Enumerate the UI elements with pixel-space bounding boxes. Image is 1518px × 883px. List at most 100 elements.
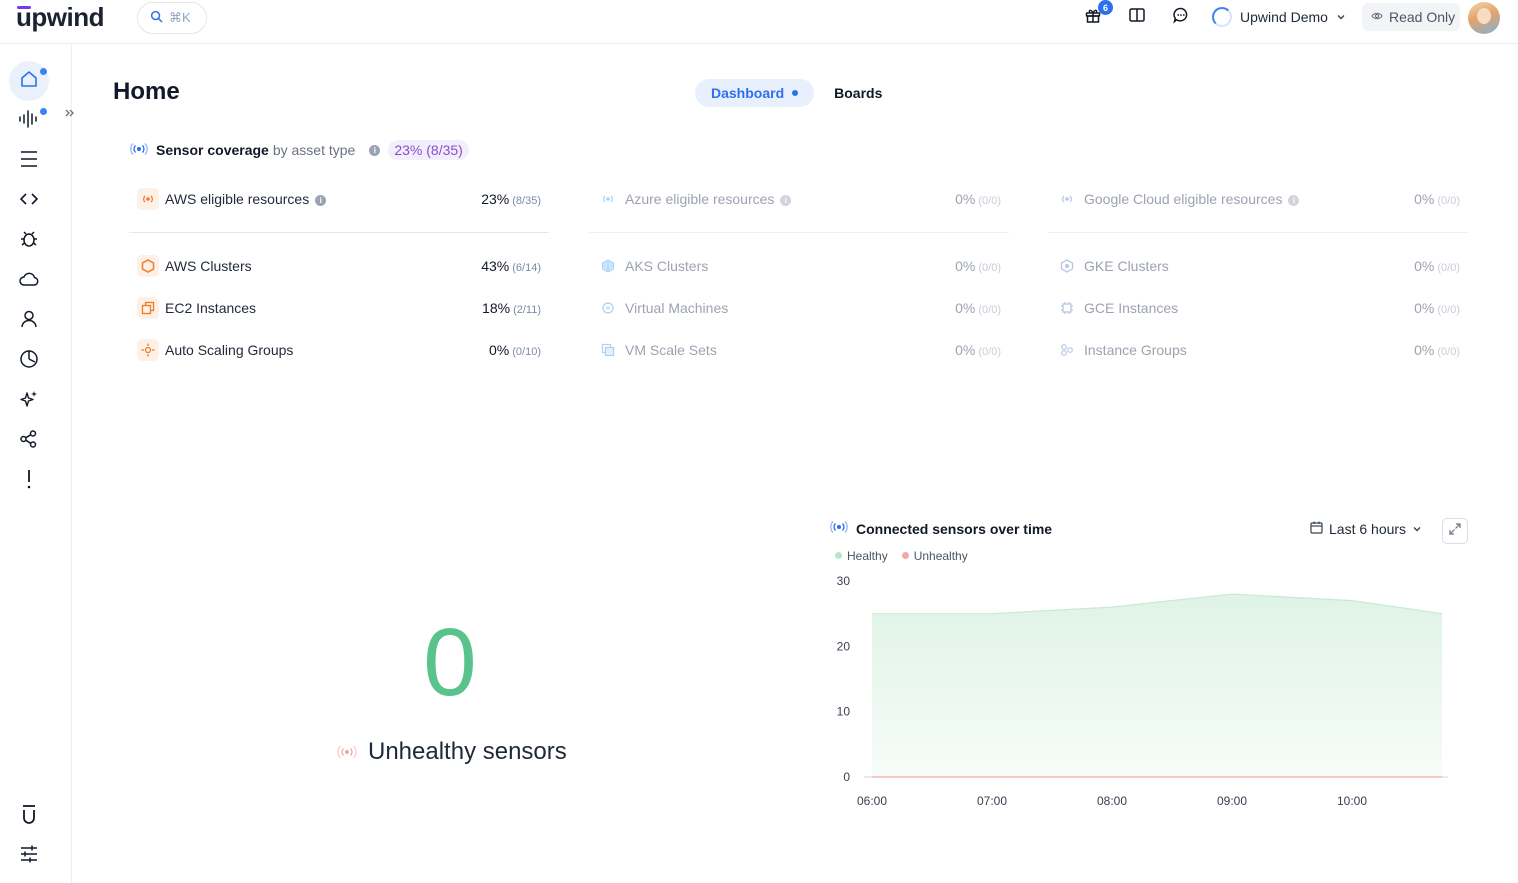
ec2-instances-count: (2/11) xyxy=(513,304,541,316)
x-tick-label: 10:00 xyxy=(1337,794,1367,808)
expand-sidebar-button[interactable] xyxy=(64,106,76,122)
groups-icon xyxy=(1056,339,1078,361)
waveform-icon xyxy=(18,109,40,134)
search-button[interactable]: ⌘K xyxy=(137,2,207,34)
coverage-total-pill: 23% (8/35) xyxy=(388,140,469,160)
time-range-select[interactable]: Last 6 hours xyxy=(1310,521,1422,537)
info-icon[interactable]: i xyxy=(315,195,327,206)
instance-groups-row[interactable]: Instance Groups 0% (0/0) xyxy=(1048,334,1468,366)
sensor-coverage-header: Sensor coverage by asset type i 23% (8/3… xyxy=(130,140,469,160)
cube-icon xyxy=(597,255,619,277)
tab-dashboard[interactable]: Dashboard xyxy=(695,79,815,107)
chevron-down-icon xyxy=(1336,9,1346,25)
divider xyxy=(1048,232,1468,233)
sidebar-item-home[interactable] xyxy=(9,61,49,101)
aws-clusters-count: (6/14) xyxy=(512,262,541,274)
legend-healthy[interactable]: Healthy xyxy=(835,549,888,563)
auto-scaling-groups-row[interactable]: Auto Scaling Groups 0% (0/10) xyxy=(129,334,549,366)
legend-unhealthy[interactable]: Unhealthy xyxy=(901,549,968,563)
cloud-icon xyxy=(18,270,40,293)
expand-chart-button[interactable] xyxy=(1442,518,1468,544)
aws-eligible-row[interactable]: AWS eligible resources i 23% (8/35) xyxy=(129,183,549,215)
connected-sensors-header: Connected sensors over time xyxy=(830,520,1052,537)
sidebar-item-identities[interactable] xyxy=(9,301,49,341)
sidebar-item-alerts[interactable] xyxy=(9,461,49,501)
gke-clusters-pct: 0% xyxy=(1414,258,1435,274)
aws-clusters-row[interactable]: AWS Clusters 43% (6/14) xyxy=(129,250,549,282)
sidebar-item-vulnerabilities[interactable] xyxy=(9,221,49,261)
azure-eligible-pct: 0% xyxy=(955,191,976,207)
ec2-instances-label: EC2 Instances xyxy=(165,300,257,316)
sidebar-item-reports[interactable] xyxy=(9,341,49,381)
gke-clusters-count: (0/0) xyxy=(1437,262,1460,274)
unhealthy-sensors-count[interactable]: 0 xyxy=(423,609,477,716)
upwind-logo[interactable]: upwind xyxy=(16,2,104,32)
divider xyxy=(589,232,1009,233)
vm-scale-sets-pct: 0% xyxy=(955,342,976,358)
gke-clusters-row[interactable]: GKE Clusters 0% (0/0) xyxy=(1048,250,1468,282)
virtual-machines-label: Virtual Machines xyxy=(625,300,729,316)
info-icon[interactable]: i xyxy=(369,144,381,156)
aks-clusters-row[interactable]: AKS Clusters 0% (0/0) xyxy=(589,250,1009,282)
tab-boards[interactable]: Boards xyxy=(818,79,898,107)
upwind-u-icon xyxy=(20,804,38,831)
gift-button[interactable] xyxy=(1082,6,1104,28)
read-only-badge[interactable]: Read Only xyxy=(1362,3,1460,31)
chart-legend: Healthy Unhealthy xyxy=(835,549,968,563)
gcp-eligible-row[interactable]: Google Cloud eligible resources i 0% (0/0) xyxy=(1048,183,1468,215)
gke-clusters-label: GKE Clusters xyxy=(1084,258,1169,274)
y-tick-label: 20 xyxy=(837,639,851,653)
org-switcher[interactable]: Upwind Demo xyxy=(1212,5,1346,29)
gcp-eligible-label: Google Cloud eligible resources xyxy=(1084,191,1283,207)
x-tick-label: 07:00 xyxy=(977,794,1007,808)
instance-groups-pct: 0% xyxy=(1414,342,1435,358)
sidebar-item-cloud[interactable] xyxy=(9,261,49,301)
sidebar-item-code[interactable] xyxy=(9,181,49,221)
sidebar-item-graph[interactable] xyxy=(9,421,49,461)
ec2-instances-row[interactable]: EC2 Instances 18% (2/11) xyxy=(129,292,549,324)
aks-clusters-pct: 0% xyxy=(955,258,976,274)
connected-sensors-chart[interactable]: 0 10 20 30 06:00 07:00 08:00 09:00 10:00 xyxy=(820,570,1460,815)
user-avatar[interactable] xyxy=(1468,2,1500,34)
search-shortcut: ⌘K xyxy=(169,10,191,25)
chat-icon xyxy=(1172,6,1190,29)
gce-instances-count: (0/0) xyxy=(1437,304,1460,316)
vm-scale-sets-row[interactable]: VM Scale Sets 0% (0/0) xyxy=(589,334,1009,366)
sensor-icon xyxy=(830,520,848,537)
y-tick-label: 30 xyxy=(837,574,851,588)
book-icon xyxy=(1128,6,1146,29)
expand-icon xyxy=(1449,522,1461,540)
unhealthy-sensors-label: Unhealthy sensors xyxy=(368,738,567,765)
sidebar-item-upwind[interactable] xyxy=(9,797,49,837)
virtual-machines-row[interactable]: Virtual Machines 0% (0/0) xyxy=(589,292,1009,324)
aws-eligible-pct: 23% xyxy=(481,191,510,207)
aws-eligible-label: AWS eligible resources xyxy=(165,191,310,207)
org-name: Upwind Demo xyxy=(1240,9,1328,25)
chat-button[interactable] xyxy=(1170,6,1192,28)
x-tick-label: 06:00 xyxy=(857,794,887,808)
sidebar-item-activity[interactable] xyxy=(9,101,49,141)
gce-instances-row[interactable]: GCE Instances 0% (0/0) xyxy=(1048,292,1468,324)
legend-unhealthy-label: Unhealthy xyxy=(913,549,968,563)
info-icon[interactable]: i xyxy=(1288,195,1300,206)
virtual-machines-pct: 0% xyxy=(955,300,976,316)
instances-icon xyxy=(137,297,159,319)
docs-button[interactable] xyxy=(1126,6,1148,28)
sidebar-item-settings[interactable] xyxy=(9,836,49,876)
gcp-eligible-pct: 0% xyxy=(1414,191,1435,207)
chevron-down-icon xyxy=(1412,521,1422,537)
vm-scale-sets-label: VM Scale Sets xyxy=(625,342,717,358)
unhealthy-sensors-caption: Unhealthy sensors xyxy=(336,738,567,766)
user-icon xyxy=(19,309,39,334)
sparkle-icon xyxy=(19,389,39,414)
clock-chart-icon xyxy=(19,349,39,374)
info-icon[interactable]: i xyxy=(780,195,792,206)
sidebar-item-ai[interactable] xyxy=(9,381,49,421)
aks-clusters-count: (0/0) xyxy=(978,262,1001,274)
sidebar-item-inventory[interactable] xyxy=(9,141,49,181)
azure-eligible-count: (0/0) xyxy=(978,195,1001,207)
gce-instances-label: GCE Instances xyxy=(1084,300,1179,316)
chip-icon xyxy=(1056,297,1078,319)
azure-eligible-row[interactable]: Azure eligible resources i 0% (0/0) xyxy=(589,183,1009,215)
loading-icon xyxy=(1212,7,1232,27)
